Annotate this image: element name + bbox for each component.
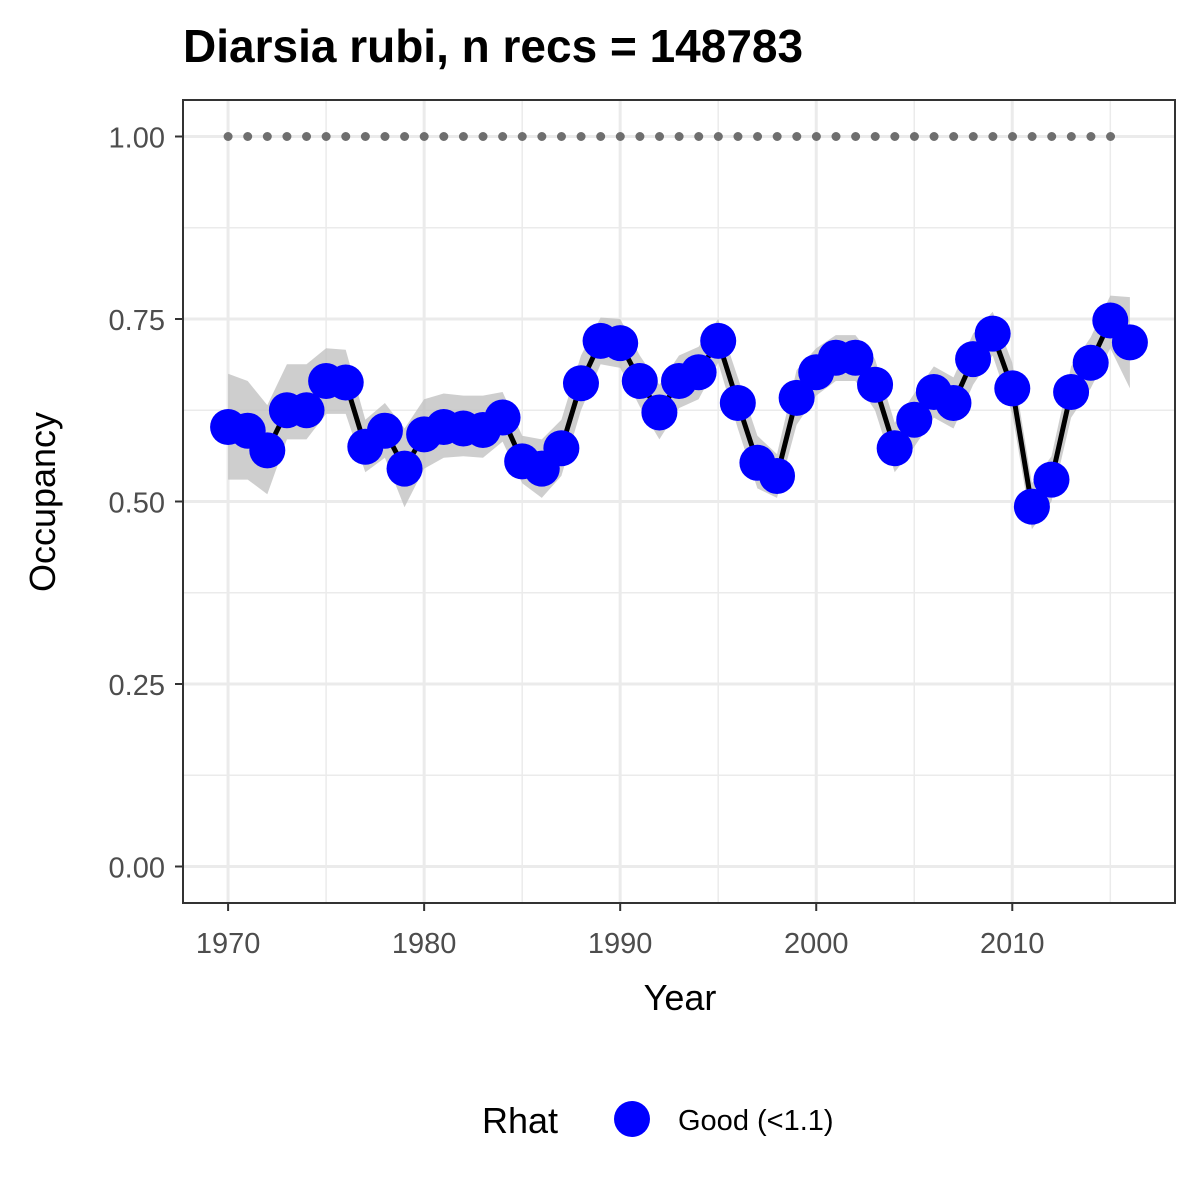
- data-point: [1072, 344, 1109, 381]
- x-tick-label: 2000: [784, 928, 849, 960]
- data-point: [366, 412, 403, 449]
- data-point: [680, 354, 717, 391]
- data-point: [759, 457, 796, 494]
- legend-label-good: Good (<1.1): [678, 1105, 834, 1137]
- data-point: [955, 341, 992, 378]
- data-point: [837, 339, 874, 376]
- data-point: [935, 384, 972, 421]
- legend-title: Rhat: [482, 1100, 558, 1141]
- data-point: [857, 366, 894, 403]
- data-point: [602, 325, 639, 362]
- data-point: [876, 430, 913, 467]
- y-tick-label: 0.50: [109, 488, 165, 520]
- data-point: [621, 363, 658, 400]
- x-axis-title: Year: [644, 977, 717, 1018]
- y-tick-label: 0.00: [109, 853, 165, 885]
- data-points: [210, 302, 1148, 525]
- y-tick-label: 1.00: [109, 123, 165, 155]
- data-point: [974, 315, 1011, 352]
- data-point: [994, 370, 1031, 407]
- data-point: [327, 364, 364, 401]
- data-point: [778, 379, 815, 416]
- chart-title: Diarsia rubi, n recs = 148783: [183, 20, 803, 72]
- data-point: [1013, 488, 1050, 525]
- x-tick-label: 1980: [392, 928, 457, 960]
- x-tick-label: 1970: [196, 928, 261, 960]
- data-point: [386, 450, 423, 487]
- x-tick-label: 2010: [980, 928, 1045, 960]
- data-point: [543, 430, 580, 467]
- y-axis-ticks: 0.00 0.25 0.50 0.75 1.00: [109, 123, 183, 885]
- x-axis-ticks: 1970 1980 1990 2000 2010: [196, 903, 1045, 960]
- data-point: [562, 365, 599, 402]
- data-point: [1033, 461, 1070, 498]
- data-point: [641, 394, 678, 431]
- data-point: [700, 322, 737, 359]
- data-point: [1053, 374, 1090, 410]
- data-point: [719, 384, 756, 421]
- y-tick-label: 0.25: [109, 670, 165, 702]
- y-axis-title: Occupancy: [22, 412, 63, 592]
- data-point: [288, 392, 325, 429]
- data-point: [249, 432, 286, 469]
- x-tick-label: 1990: [588, 928, 653, 960]
- legend: Rhat Good (<1.1): [482, 1100, 834, 1141]
- legend-key-good: [614, 1101, 650, 1137]
- data-point: [484, 399, 521, 436]
- data-point: [896, 401, 933, 438]
- data-point: [1111, 324, 1148, 361]
- y-tick-label: 0.75: [109, 305, 165, 337]
